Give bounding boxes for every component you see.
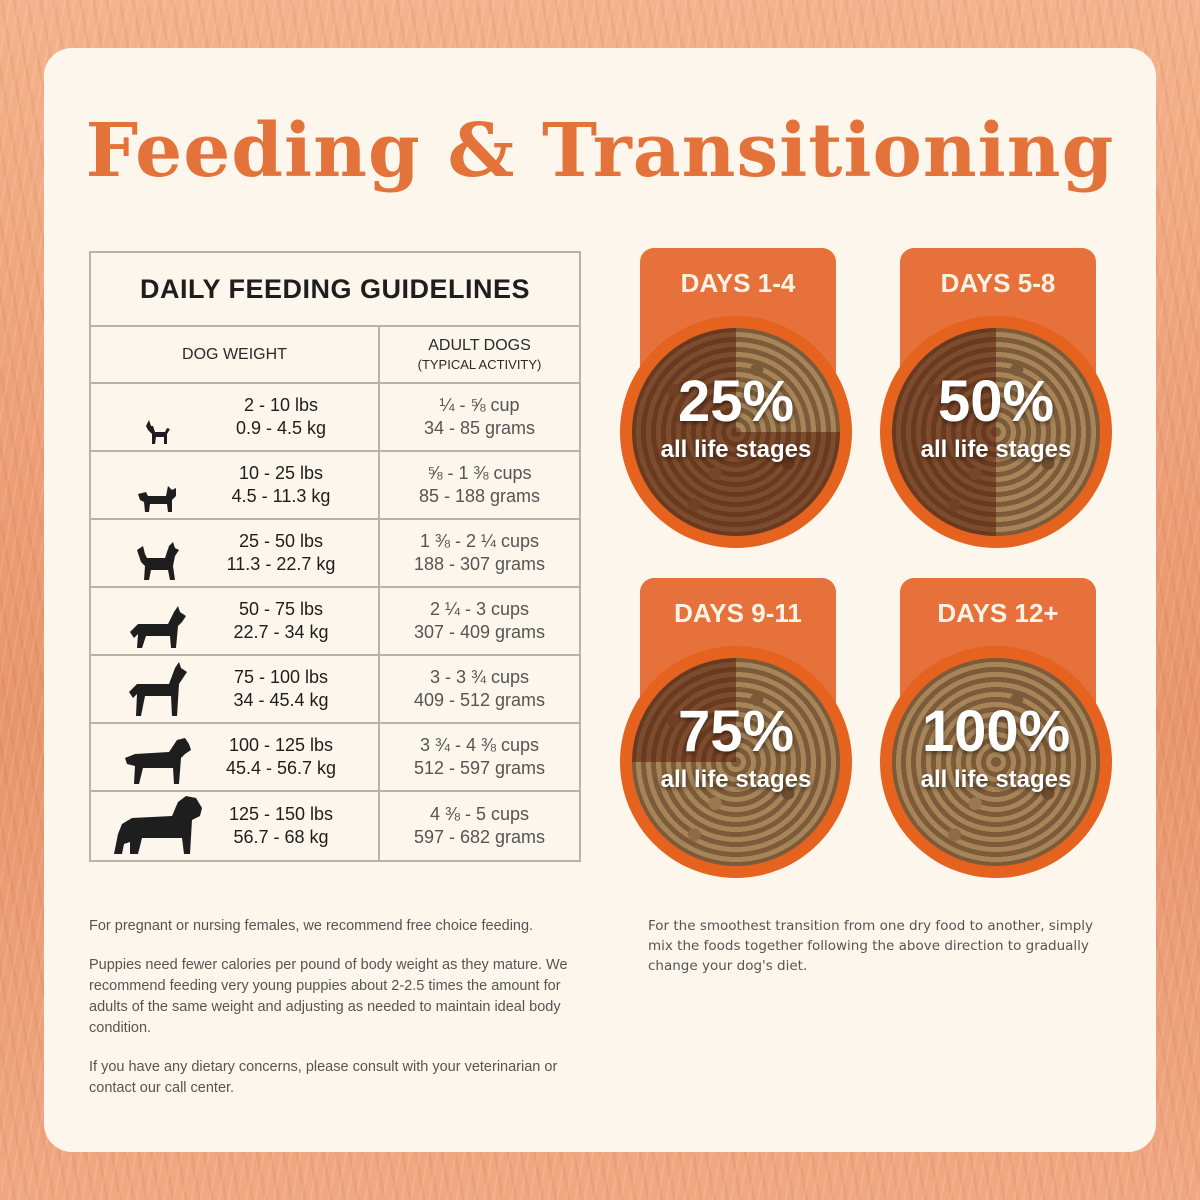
transition-tile-days-9-11: DAYS 9-11 75% all life stages — [620, 578, 860, 878]
retriever-icon — [103, 726, 213, 786]
amount-grams: 409 - 512 grams — [413, 690, 546, 710]
feeding-table: DAILY FEEDING GUIDELINES DOG WEIGHT ADUL… — [89, 251, 581, 862]
weight-kg: 0.9 - 4.5 kg — [235, 418, 327, 438]
adult-dogs-header-line2: (TYPICAL ACTIVITY) — [417, 357, 542, 372]
weight-kg: 34 - 45.4 kg — [233, 690, 329, 710]
new-food-portion-overlay — [632, 658, 840, 866]
amount-cups: 1 ⅜ - 2 ¼ cups — [419, 531, 540, 551]
amount-grams: 307 - 409 grams — [413, 622, 546, 642]
new-food-portion-overlay — [892, 658, 1100, 866]
feeding-notes: For pregnant or nursing females, we reco… — [89, 916, 594, 1117]
amount-grams: 597 - 682 grams — [413, 827, 546, 847]
transition-tile-days-1-4: DAYS 1-4 25% all life stages — [620, 248, 860, 548]
tile-label: DAYS 5-8 — [940, 268, 1056, 298]
weight-lbs: 25 - 50 lbs — [238, 531, 324, 551]
tile-label: DAYS 12+ — [937, 598, 1059, 628]
medium-dog-icon — [103, 522, 213, 582]
weight-lbs: 125 - 150 lbs — [228, 804, 334, 824]
transition-tile-days-5-8: DAYS 5-8 50% all life stages — [880, 248, 1120, 548]
weight-lbs: 75 - 100 lbs — [233, 667, 329, 687]
amount-cups: 2 ¼ - 3 cups — [429, 599, 530, 619]
tile-stage: all life stages — [920, 766, 1072, 793]
adult-dogs-header-line1: ADULT DOGS — [428, 337, 531, 354]
page-title: Feeding & Transitioning — [85, 108, 1115, 194]
tile-percent: 25% — [677, 369, 795, 434]
transition-note-text: For the smoothest transition from one dr… — [648, 918, 1094, 974]
amount-cups: 3 ¾ - 4 ⅜ cups — [419, 735, 540, 755]
weight-kg: 4.5 - 11.3 kg — [231, 486, 331, 506]
tile-label: DAYS 1-4 — [680, 268, 796, 298]
table-row: 2 - 10 lbs 0.9 - 4.5 kg ¼ - ⅝ cup 34 - 8… — [91, 384, 579, 452]
weight-lbs: 2 - 10 lbs — [243, 395, 319, 415]
weight-lbs: 100 - 125 lbs — [228, 735, 334, 755]
weight-kg: 11.3 - 22.7 kg — [226, 554, 336, 574]
large-dog-icon — [103, 590, 213, 650]
giant-dog-icon — [103, 796, 213, 856]
weight-kg: 56.7 - 68 kg — [233, 827, 329, 847]
table-row: 125 - 150 lbs 56.7 - 68 kg 4 ⅜ - 5 cups … — [91, 792, 579, 860]
amount-cups: ⅝ - 1 ⅜ cups — [427, 463, 532, 483]
amount-grams: 34 - 85 grams — [423, 418, 536, 438]
table-row: 75 - 100 lbs 34 - 45.4 kg 3 - 3 ¾ cups 4… — [91, 656, 579, 724]
weight-lbs: 50 - 75 lbs — [238, 599, 324, 619]
note-pregnant: For pregnant or nursing females, we reco… — [89, 918, 534, 934]
new-food-portion-overlay — [892, 328, 1100, 536]
tiny-dog-icon — [103, 386, 213, 446]
table-column-headers: DOG WEIGHT ADULT DOGS (TYPICAL ACTIVITY) — [91, 327, 579, 384]
table-row: 25 - 50 lbs 11.3 - 22.7 kg 1 ⅜ - 2 ¼ cup… — [91, 520, 579, 588]
weight-kg: 45.4 - 56.7 kg — [225, 758, 337, 778]
amount-grams: 512 - 597 grams — [413, 758, 546, 778]
table-heading: DAILY FEEDING GUIDELINES — [91, 253, 579, 327]
new-food-portion-overlay — [632, 328, 840, 536]
amount-grams: 85 - 188 grams — [418, 486, 541, 506]
table-row: 50 - 75 lbs 22.7 - 34 kg 2 ¼ - 3 cups 30… — [91, 588, 579, 656]
adult-dogs-header: ADULT DOGS (TYPICAL ACTIVITY) — [380, 327, 579, 382]
tile-percent: 50% — [937, 369, 1055, 434]
tile-stage: all life stages — [660, 436, 812, 463]
great-dane-icon — [103, 658, 213, 718]
amount-grams: 188 - 307 grams — [413, 554, 546, 574]
kibble-image — [632, 328, 840, 536]
transition-tile-days-12-plus: DAYS 12+ 100% all life stages — [880, 578, 1120, 878]
tile-stage: all life stages — [920, 436, 1072, 463]
tile-percent: 75% — [677, 699, 795, 764]
transition-note: For the smoothest transition from one dr… — [648, 916, 1118, 994]
tile-label: DAYS 9-11 — [674, 598, 802, 628]
kibble-image — [632, 658, 840, 866]
amount-cups: ¼ - ⅝ cup — [439, 395, 520, 415]
weight-lbs: 10 - 25 lbs — [238, 463, 324, 483]
small-dog-icon — [103, 454, 213, 514]
amount-cups: 4 ⅜ - 5 cups — [429, 804, 530, 824]
weight-kg: 22.7 - 34 kg — [233, 622, 329, 642]
kibble-image — [892, 328, 1100, 536]
note-puppies: Puppies need fewer calories per pound of… — [89, 957, 568, 1036]
tile-percent: 100% — [921, 699, 1071, 764]
table-row: 100 - 125 lbs 45.4 - 56.7 kg 3 ¾ - 4 ⅜ c… — [91, 724, 579, 792]
note-veterinarian: If you have any dietary concerns, please… — [89, 1059, 558, 1096]
table-row: 10 - 25 lbs 4.5 - 11.3 kg ⅝ - 1 ⅜ cups 8… — [91, 452, 579, 520]
table-heading-text: DAILY FEEDING GUIDELINES — [139, 273, 531, 304]
amount-cups: 3 - 3 ¾ cups — [429, 667, 530, 687]
dog-weight-header: DOG WEIGHT — [91, 327, 380, 382]
tile-stage: all life stages — [660, 766, 812, 793]
kibble-image — [892, 658, 1100, 866]
